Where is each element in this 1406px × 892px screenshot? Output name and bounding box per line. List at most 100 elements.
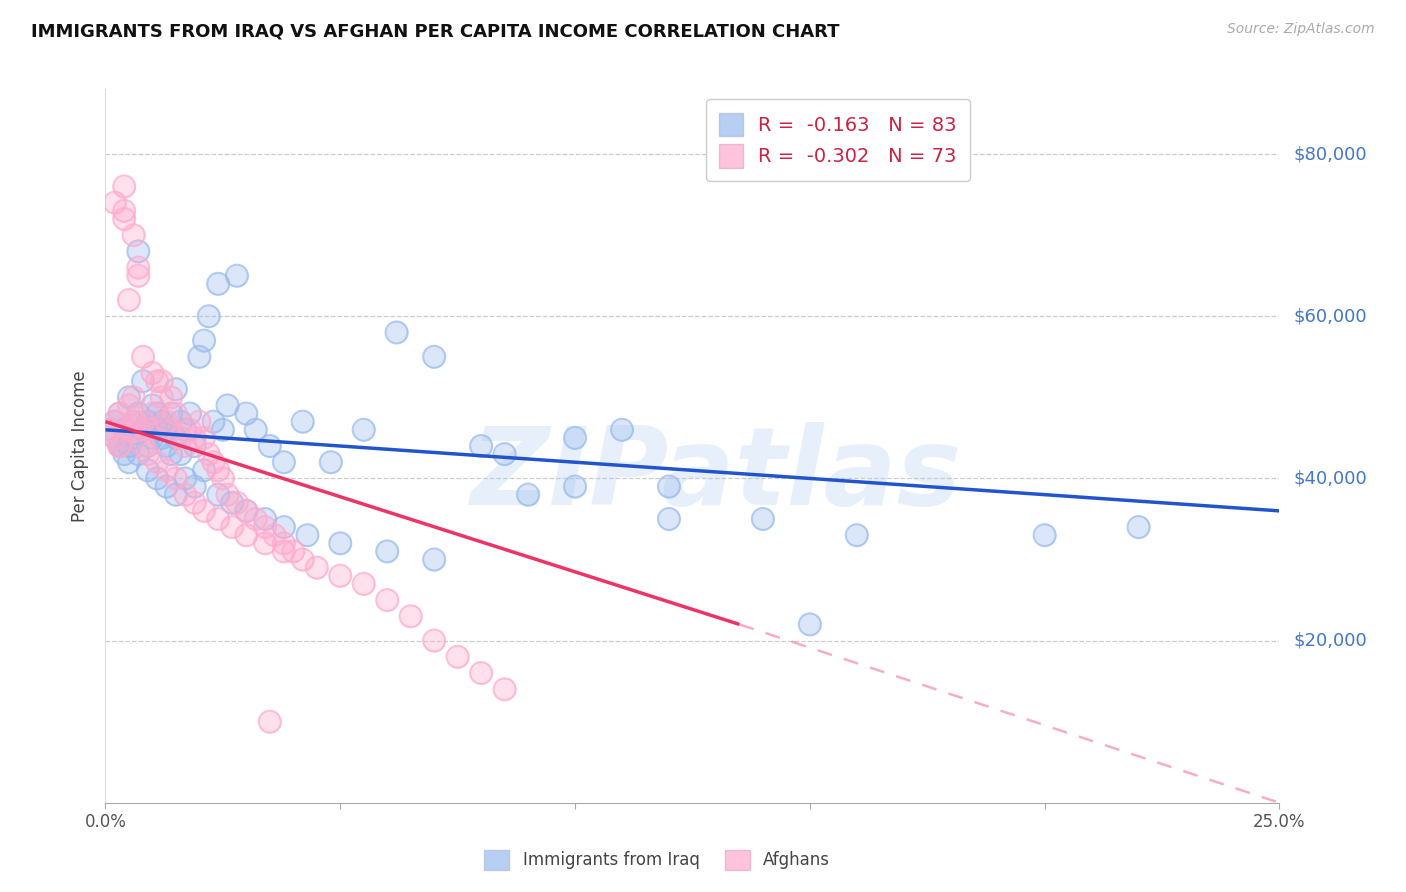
Point xyxy=(104,431,127,445)
Point xyxy=(385,326,408,340)
Point xyxy=(98,423,121,437)
Point xyxy=(259,439,281,453)
Point xyxy=(207,488,229,502)
Point xyxy=(221,520,243,534)
Point xyxy=(141,407,163,421)
Point xyxy=(132,350,155,364)
Text: $40,000: $40,000 xyxy=(1294,469,1367,487)
Point xyxy=(193,504,215,518)
Point xyxy=(98,423,121,437)
Point xyxy=(174,471,197,485)
Point xyxy=(112,179,135,194)
Point xyxy=(165,407,187,421)
Point xyxy=(211,471,233,485)
Text: $80,000: $80,000 xyxy=(1294,145,1367,163)
Point xyxy=(193,431,215,445)
Point xyxy=(118,439,141,453)
Point xyxy=(141,431,163,445)
Point xyxy=(150,390,173,404)
Point xyxy=(329,568,352,582)
Point xyxy=(118,455,141,469)
Point xyxy=(174,439,197,453)
Point xyxy=(169,447,191,461)
Point xyxy=(263,528,285,542)
Point xyxy=(799,617,821,632)
Point xyxy=(273,536,295,550)
Point xyxy=(160,423,183,437)
Point xyxy=(658,479,681,493)
Point xyxy=(104,431,127,445)
Point xyxy=(132,439,155,453)
Point xyxy=(423,552,446,566)
Point xyxy=(179,407,201,421)
Point xyxy=(207,463,229,477)
Point xyxy=(202,415,225,429)
Point xyxy=(254,536,277,550)
Point xyxy=(297,528,319,542)
Point xyxy=(98,423,121,437)
Point xyxy=(183,496,205,510)
Point xyxy=(235,407,257,421)
Point xyxy=(305,560,328,574)
Point xyxy=(211,423,233,437)
Point xyxy=(423,633,446,648)
Point xyxy=(174,439,197,453)
Point xyxy=(136,415,159,429)
Point xyxy=(845,528,868,542)
Point xyxy=(353,423,375,437)
Point xyxy=(183,496,205,510)
Point xyxy=(155,415,177,429)
Point xyxy=(564,479,586,493)
Point xyxy=(658,512,681,526)
Point xyxy=(112,179,135,194)
Point xyxy=(207,277,229,291)
Point xyxy=(150,415,173,429)
Point xyxy=(108,439,131,453)
Point xyxy=(165,407,187,421)
Point xyxy=(305,560,328,574)
Point xyxy=(423,552,446,566)
Point xyxy=(564,479,586,493)
Point xyxy=(470,439,492,453)
Point xyxy=(118,399,141,413)
Point xyxy=(127,423,149,437)
Point xyxy=(132,350,155,364)
Point xyxy=(104,415,127,429)
Point xyxy=(799,617,821,632)
Point xyxy=(136,423,159,437)
Point xyxy=(127,268,149,283)
Point xyxy=(104,195,127,210)
Point xyxy=(193,334,215,348)
Point xyxy=(202,455,225,469)
Point xyxy=(254,536,277,550)
Point xyxy=(183,439,205,453)
Point xyxy=(221,520,243,534)
Point xyxy=(283,544,305,558)
Y-axis label: Per Capita Income: Per Capita Income xyxy=(72,370,90,522)
Point xyxy=(132,415,155,429)
Point xyxy=(1033,528,1056,542)
Point xyxy=(122,390,145,404)
Point xyxy=(193,334,215,348)
Point xyxy=(108,439,131,453)
Point xyxy=(245,512,267,526)
Point xyxy=(197,447,219,461)
Point xyxy=(150,431,173,445)
Point xyxy=(141,407,163,421)
Point xyxy=(259,714,281,729)
Point xyxy=(122,390,145,404)
Point xyxy=(273,520,295,534)
Point xyxy=(188,350,211,364)
Point xyxy=(118,423,141,437)
Point xyxy=(127,260,149,275)
Point xyxy=(494,682,516,697)
Point xyxy=(127,244,149,259)
Point xyxy=(221,496,243,510)
Point xyxy=(221,496,243,510)
Point xyxy=(197,447,219,461)
Point xyxy=(104,415,127,429)
Point xyxy=(423,350,446,364)
Point xyxy=(108,407,131,421)
Point xyxy=(235,407,257,421)
Point xyxy=(273,544,295,558)
